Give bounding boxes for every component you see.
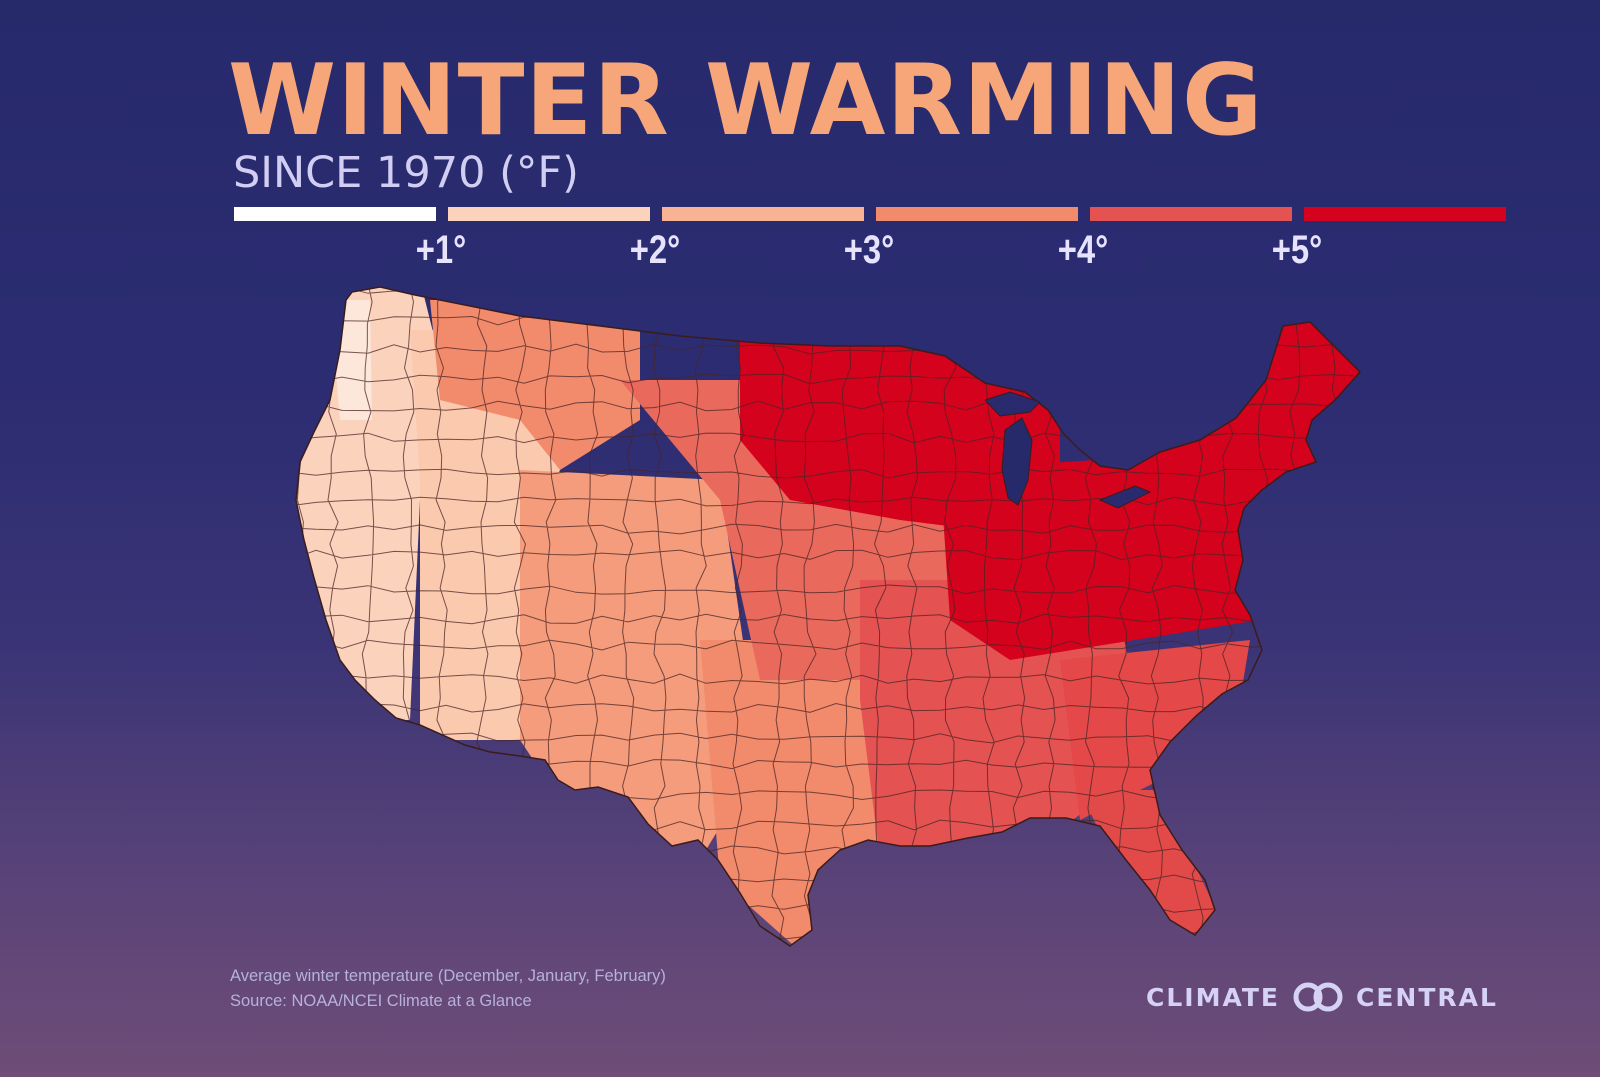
great-lakes-michigan <box>1001 417 1033 506</box>
map-subtitle: SINCE 1970 (°F) <box>233 148 579 198</box>
legend-tick-label: +2° <box>629 228 681 272</box>
map-region-great-basin <box>410 330 560 740</box>
legend-swatch <box>876 207 1078 221</box>
footnote: Average winter temperature (December, Ja… <box>230 964 666 1014</box>
legend-swatch <box>662 207 864 221</box>
footnote-source: Source: NOAA/NCEI Climate at a Glance <box>230 992 532 1010</box>
great-lakes-superior <box>984 391 1041 417</box>
legend-tick-label: +1° <box>415 228 467 272</box>
brand-name-right: CENTRAL <box>1356 982 1498 1012</box>
legend-swatch <box>1090 207 1292 221</box>
legend-tick-label: +3° <box>843 228 895 272</box>
map-title: WINTER WARMING <box>228 44 1264 158</box>
climate-central-brand: CLIMATE CENTRAL <box>1146 980 1498 1014</box>
map-region-northern-rockies <box>430 300 640 470</box>
legend-swatch <box>448 207 650 221</box>
legend-swatch <box>234 207 436 221</box>
great-lakes-erie <box>1098 485 1152 509</box>
climate-central-logo-icon <box>1293 982 1343 1012</box>
color-legend: +1° +2° +3° +4° +5° <box>0 0 1600 280</box>
map-region-florida <box>1080 790 1230 940</box>
legend-swatch <box>1304 207 1506 221</box>
legend-tick-label: +5° <box>1271 228 1323 272</box>
legend-tick-label: +4° <box>1057 228 1109 272</box>
footnote-description: Average winter temperature (December, Ja… <box>230 967 666 985</box>
map-region-southeast <box>1060 640 1250 820</box>
brand-name-left: CLIMATE <box>1146 982 1280 1012</box>
map-region-southwest <box>520 470 760 860</box>
